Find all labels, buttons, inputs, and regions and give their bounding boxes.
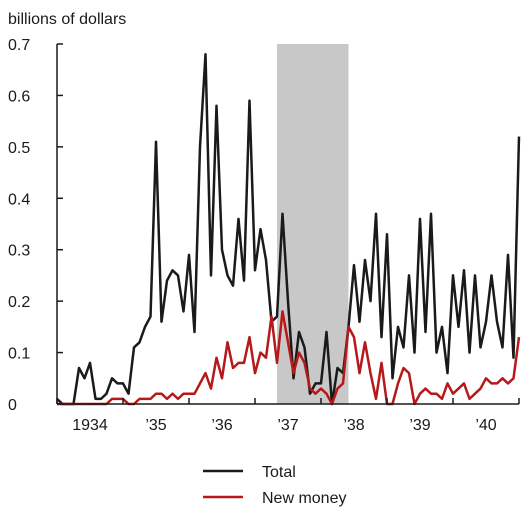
y-tick-label: 0.2 [8, 294, 30, 311]
axes-layer [56, 43, 520, 405]
tick-labels-layer: 0 0.1 0.2 0.3 0.4 0.5 0.6 0.7 1934 ’35 ’36 ’37 ’38 ’3… [8, 37, 497, 434]
y-tick-label: 0.3 [8, 243, 30, 260]
legend: Total New money [203, 464, 346, 507]
y-tick-label: 0.1 [8, 346, 30, 363]
x-tick-label: ’39 [409, 417, 430, 434]
y-tick-label: 0 [8, 397, 17, 414]
y-tick-label: 0.5 [8, 140, 30, 157]
y-tick-label: 0.6 [8, 88, 30, 105]
x-tick-label: ’37 [277, 417, 298, 434]
x-tick-label: 1934 [72, 417, 108, 434]
y-tick-label: 0.7 [8, 37, 30, 54]
x-tick-label: ’36 [211, 417, 232, 434]
legend-total-label: Total [262, 464, 296, 481]
x-tick-label: ’35 [145, 417, 166, 434]
x-tick-label: ’40 [475, 417, 496, 434]
y-tick-label: 0.4 [8, 191, 30, 208]
legend-new-money-label: New money [262, 490, 346, 507]
shaded-period-band [277, 44, 349, 404]
x-tick-label: ’38 [343, 417, 364, 434]
y-axis-units-label: billions of dollars [8, 11, 126, 28]
series-line-total [56, 53, 521, 406]
shaded-period-layer [277, 44, 349, 404]
